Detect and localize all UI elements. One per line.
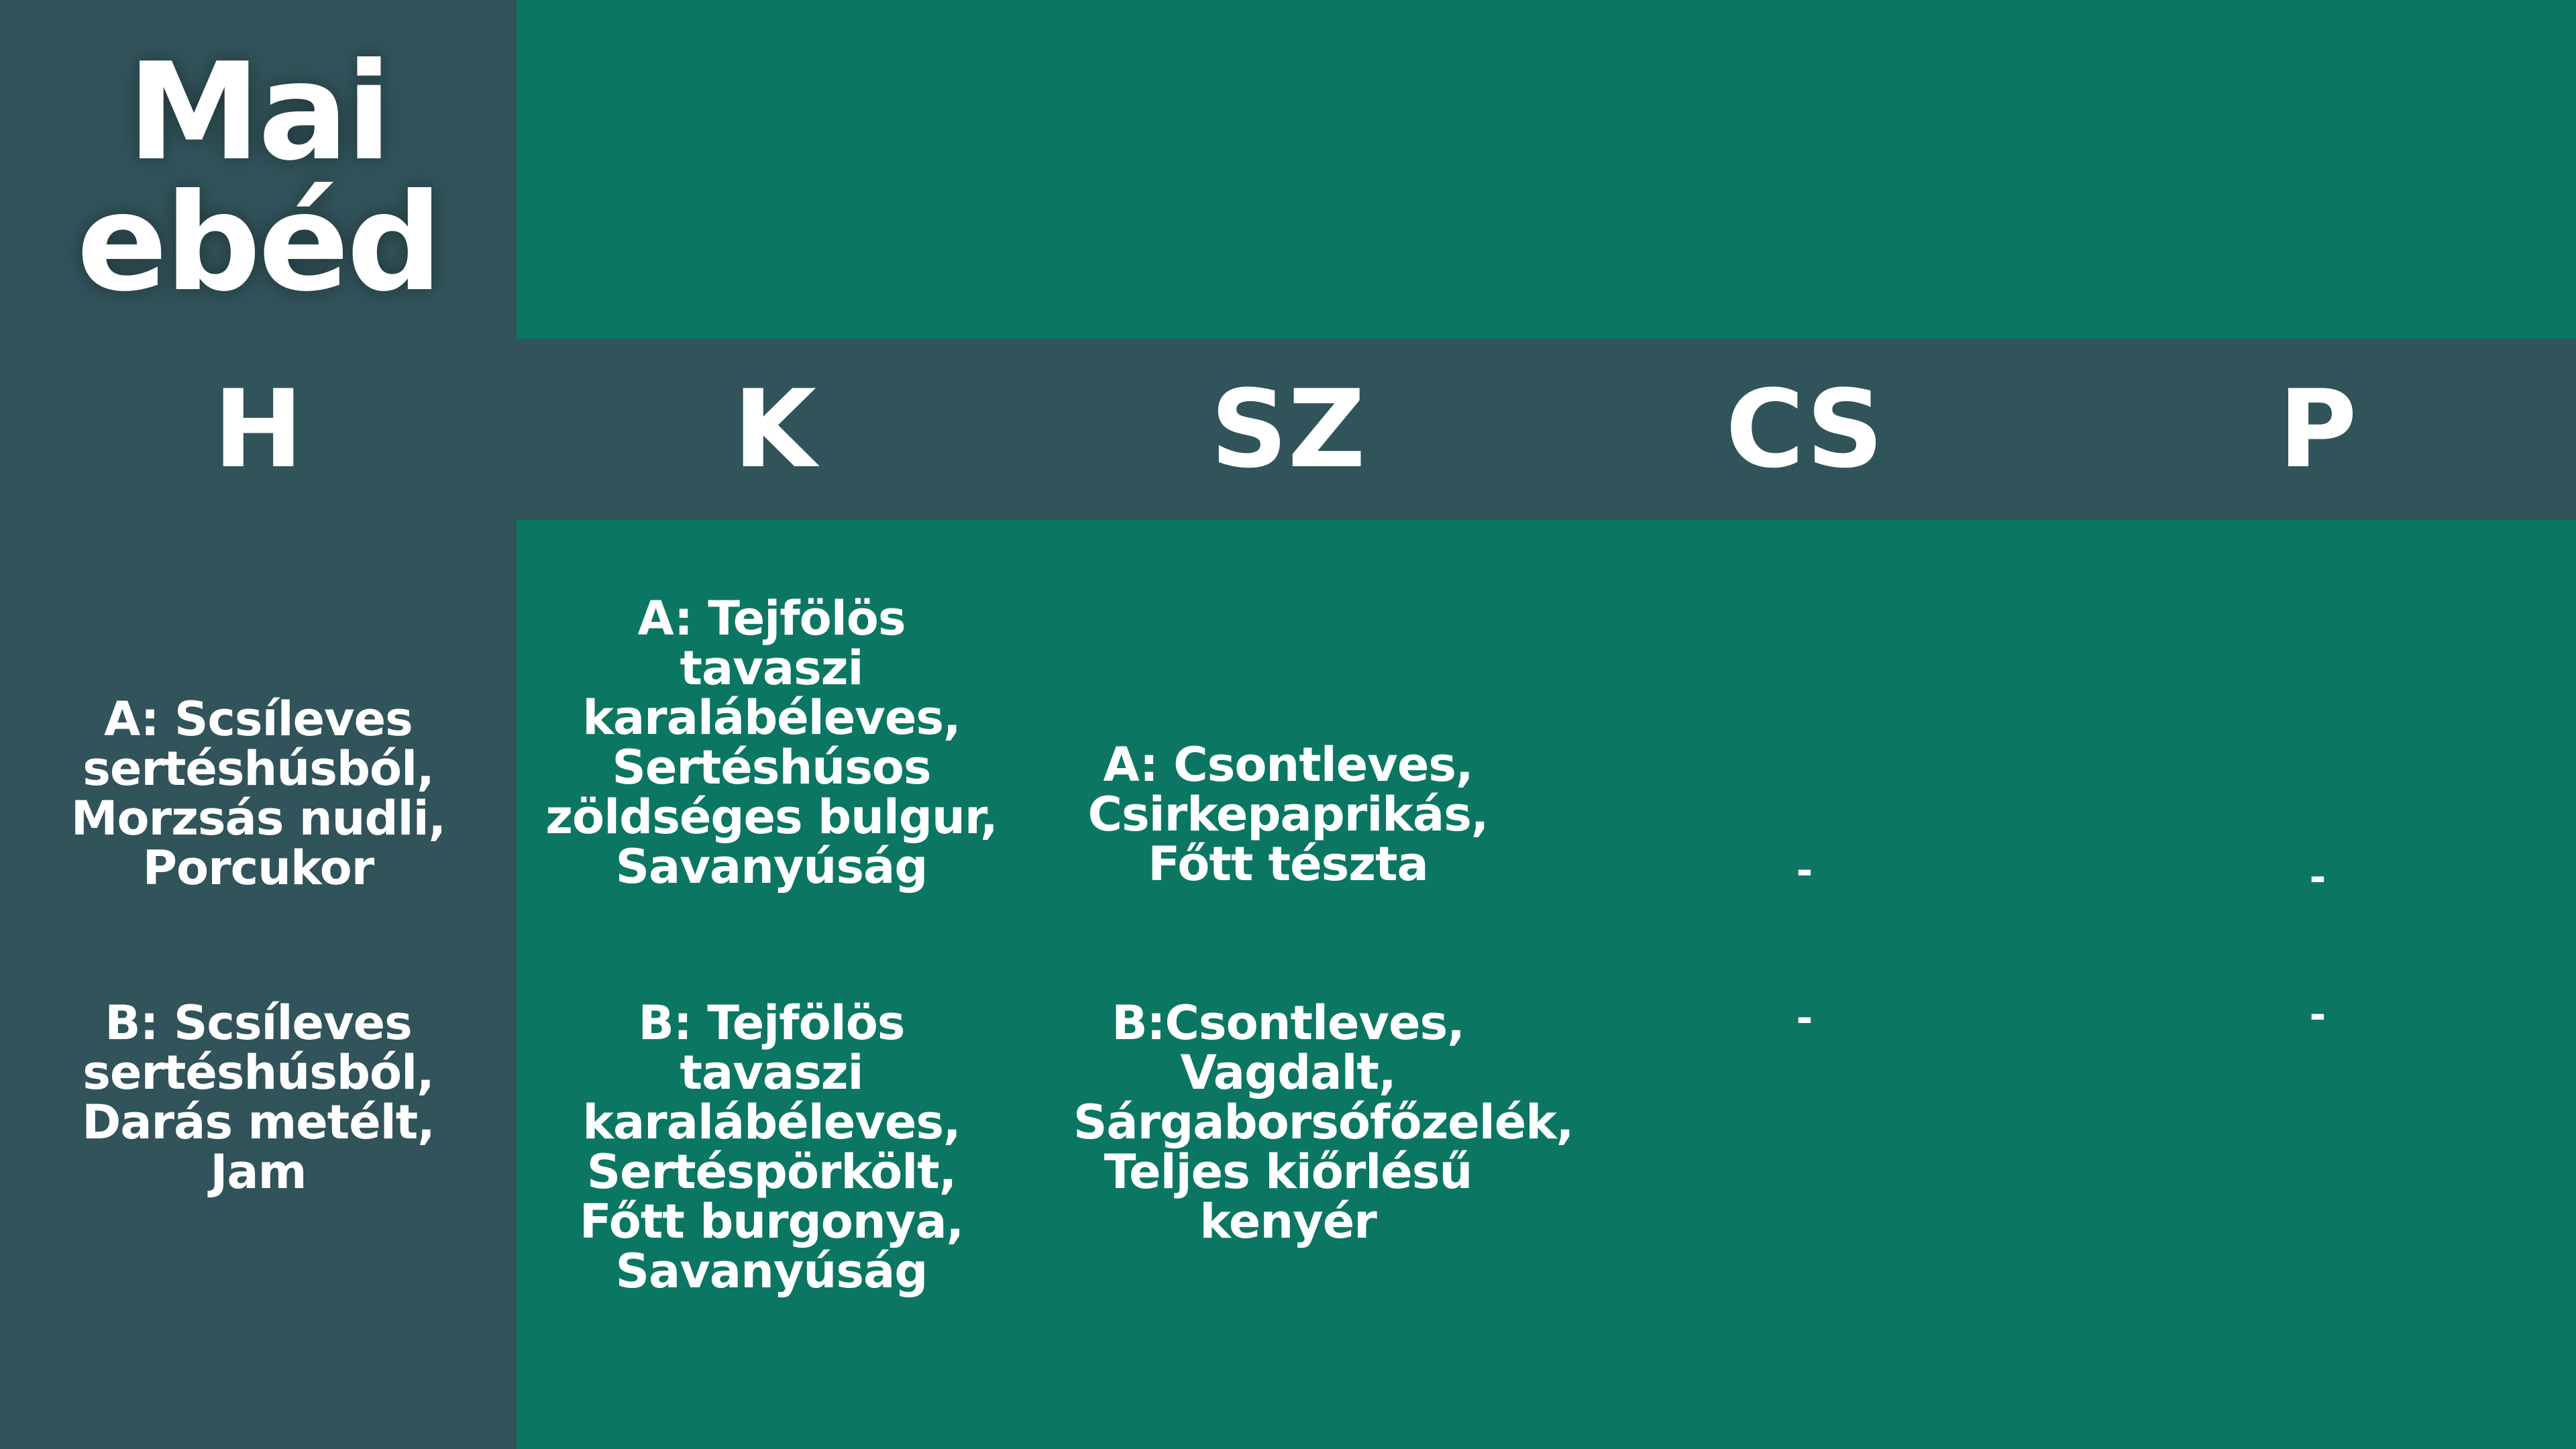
- day-header-friday: P: [2278, 366, 2357, 492]
- page-title: Mai ebéd: [0, 34, 517, 321]
- menu-thursday-b: -: [1796, 995, 1813, 1042]
- day-header-monday: H: [213, 366, 303, 492]
- menu-tuesday-b: B: Tejfölös tavaszi karalábéleves, Serté…: [579, 996, 964, 1299]
- menu-monday-b: B: Scsíleves sertéshúsból, Darás metélt,…: [82, 996, 435, 1199]
- side-panel: [0, 0, 517, 1449]
- menu-tuesday-a: A: Tejfölös tavaszi karalábéleves, Serté…: [545, 591, 998, 894]
- days-header-band: [0, 339, 2576, 520]
- menu-thursday-a: -: [1796, 847, 1813, 894]
- main-panel: [517, 0, 2576, 1449]
- day-header-wednesday: SZ: [1210, 366, 1366, 492]
- menu-wednesday-a: A: Csontleves, Csirkepaprikás, Főtt tész…: [1087, 737, 1489, 892]
- day-header-thursday: CS: [1725, 366, 1884, 492]
- menu-monday-a: A: Scsíleves sertéshúsból, Morzsás nudli…: [70, 692, 446, 896]
- menu-wednesday-b: B:Csontleves, Vagdalt, Sárgaborsófőzelék…: [1073, 996, 1574, 1249]
- title-line-1: Mai: [127, 34, 392, 191]
- title-line-2: ebéd: [76, 165, 443, 321]
- day-header-tuesday: K: [733, 366, 816, 492]
- menu-friday-a: -: [2309, 854, 2326, 901]
- menu-friday-b: -: [2309, 991, 2326, 1038]
